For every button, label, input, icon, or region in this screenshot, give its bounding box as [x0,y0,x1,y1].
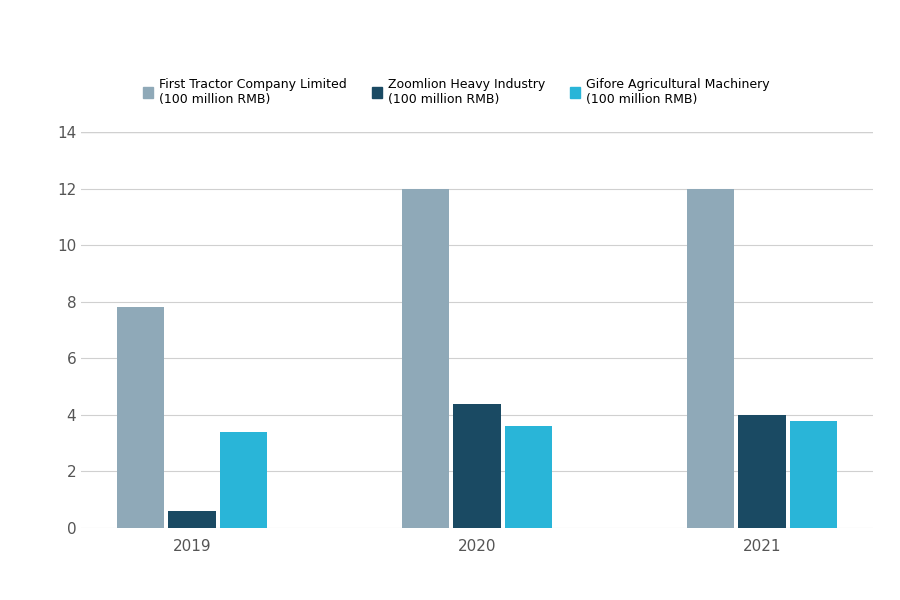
Bar [220,432,266,528]
Bar [117,307,164,528]
Bar [790,421,837,528]
Legend: First Tractor Company Limited
(100 million RMB), Zoomlion Heavy Industry
(100 mi: First Tractor Company Limited (100 milli… [143,78,770,106]
Bar [739,415,786,528]
Bar [688,188,734,528]
Bar [168,511,215,528]
Bar [402,188,449,528]
Bar [454,404,500,528]
Bar [505,426,552,528]
